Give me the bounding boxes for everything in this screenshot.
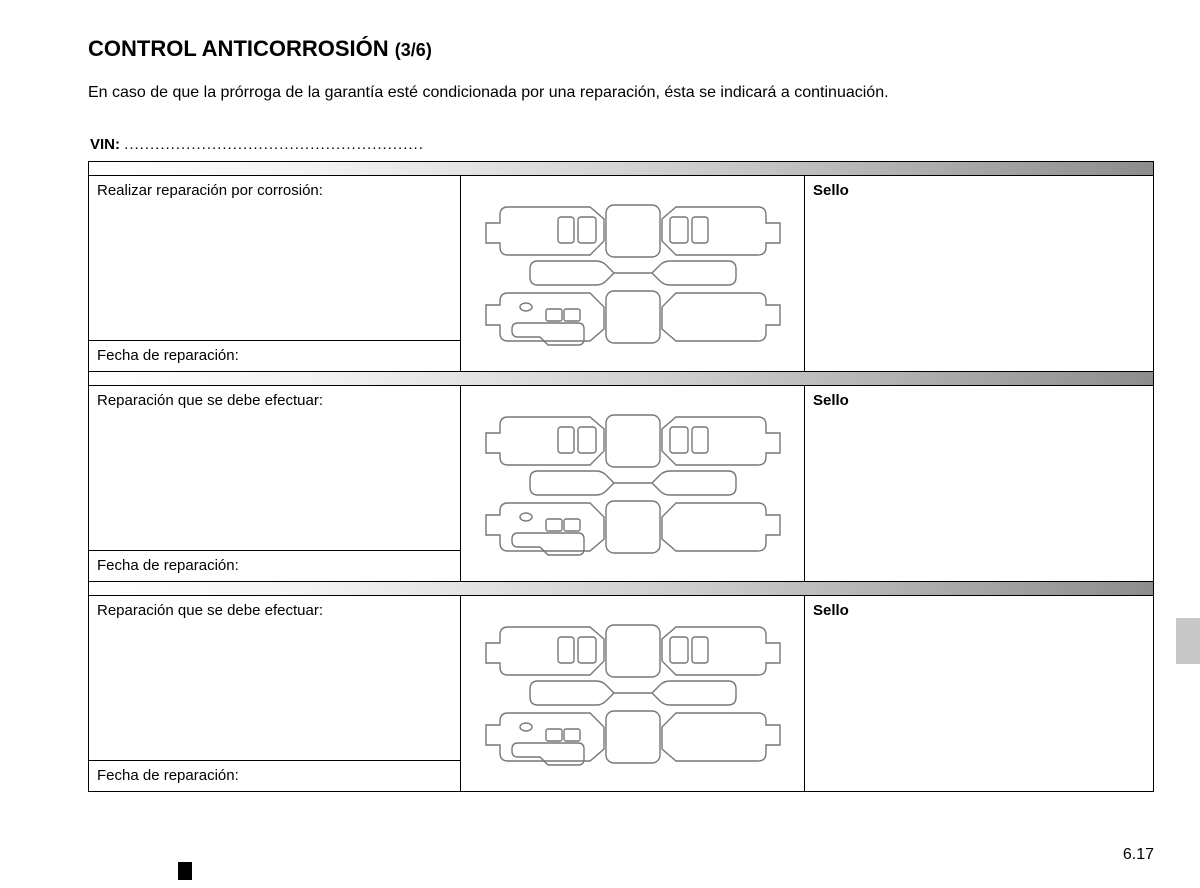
vin-field: VIN: ...................................… — [88, 136, 1154, 153]
thumb-tab — [1176, 618, 1200, 664]
repair-description-cell: Reparación que se debe efectuar: — [89, 386, 460, 551]
record-left-cells: Realizar reparación por corrosión: Fecha… — [89, 176, 461, 371]
repair-date-cell: Fecha de reparación: — [89, 341, 460, 371]
records-table: Realizar reparación por corrosión: Fecha… — [88, 161, 1154, 792]
record-row: Realizar reparación por corrosión: Fecha… — [89, 176, 1153, 372]
record-row: Reparación que se debe efectuar: Fecha d… — [89, 386, 1153, 582]
record-left-cells: Reparación que se debe efectuar: Fecha d… — [89, 386, 461, 581]
car-diagram-cell — [461, 386, 805, 581]
stamp-cell: Sello — [805, 386, 1153, 581]
page-counter: (3/6) — [395, 40, 432, 60]
repair-date-cell: Fecha de reparación: — [89, 761, 460, 791]
record-row: Reparación que se debe efectuar: Fecha d… — [89, 596, 1153, 792]
page-number: 6.17 — [1123, 846, 1154, 864]
separator-bar — [89, 372, 1153, 386]
page-title: CONTROL ANTICORROSIÓN (3/6) — [88, 36, 1154, 62]
repair-date-cell: Fecha de reparación: — [89, 551, 460, 581]
car-diagram-cell — [461, 176, 805, 371]
separator-bar — [89, 582, 1153, 596]
intro-text: En caso de que la prórroga de la garantí… — [88, 84, 1154, 102]
vin-label: VIN: — [90, 136, 120, 153]
car-body-diagram-icon — [478, 189, 788, 359]
separator-bar — [89, 162, 1153, 176]
vin-dots: ........................................… — [124, 136, 424, 153]
car-diagram-cell — [461, 596, 805, 791]
car-body-diagram-icon — [478, 399, 788, 569]
title-text: CONTROL ANTICORROSIÓN — [88, 36, 389, 61]
stamp-cell: Sello — [805, 176, 1153, 371]
footer-mark — [178, 862, 192, 880]
stamp-cell: Sello — [805, 596, 1153, 791]
repair-description-cell: Realizar reparación por corrosión: — [89, 176, 460, 341]
record-left-cells: Reparación que se debe efectuar: Fecha d… — [89, 596, 461, 791]
car-body-diagram-icon — [478, 609, 788, 779]
manual-page: CONTROL ANTICORROSIÓN (3/6) En caso de q… — [0, 0, 1200, 792]
repair-description-cell: Reparación que se debe efectuar: — [89, 596, 460, 761]
